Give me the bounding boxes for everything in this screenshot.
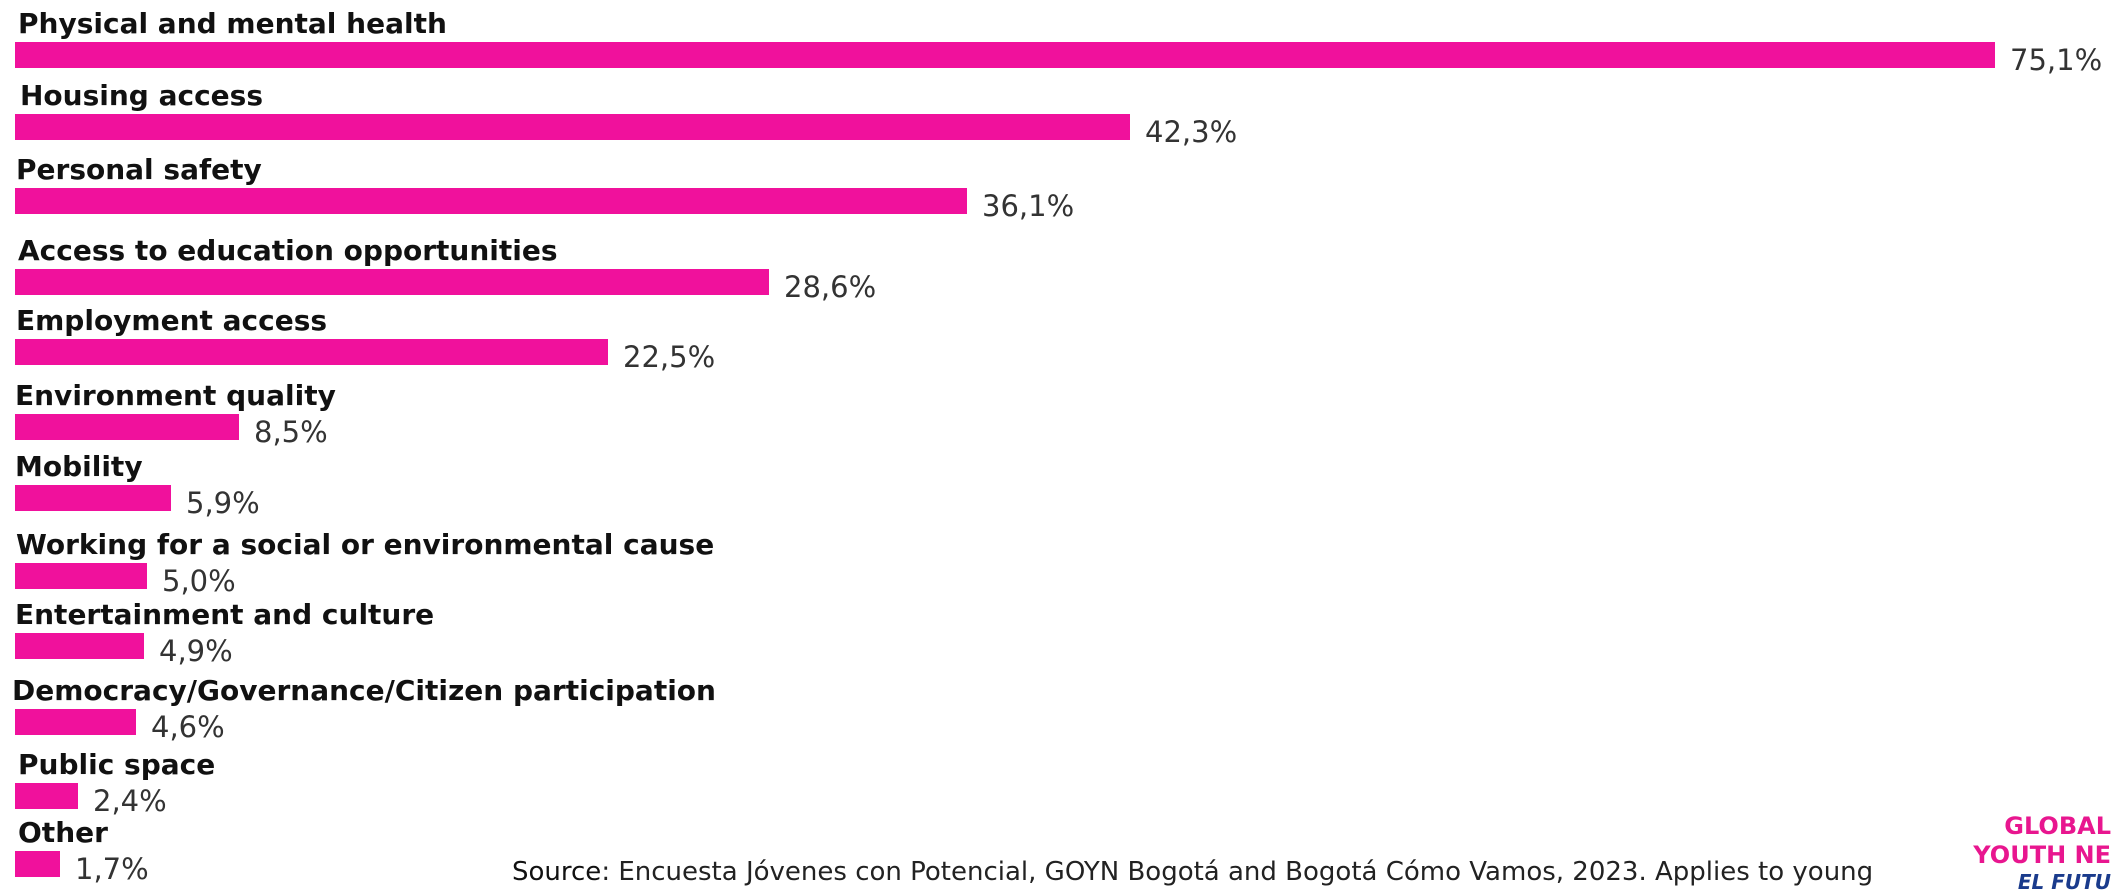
category-label: Physical and mental health	[18, 7, 447, 40]
category-label: Mobility	[15, 450, 143, 483]
value-label: 42,3%	[1145, 115, 1238, 149]
category-label: Democracy/Governance/Citizen participati…	[12, 674, 716, 707]
source-text: : Encuesta Jóvenes con Potencial, GOYN B…	[601, 857, 1874, 887]
category-label: Access to education opportunities	[18, 234, 558, 267]
bar	[15, 709, 136, 735]
source-prefix: Source	[512, 857, 602, 887]
bar	[15, 339, 608, 365]
bar	[15, 42, 1995, 68]
category-label: Entertainment and culture	[15, 598, 435, 631]
logo-line-global: GLOBAL	[2004, 812, 2111, 840]
bar	[15, 414, 239, 440]
bar	[15, 783, 78, 809]
value-label: 4,6%	[151, 710, 225, 744]
value-label: 2,4%	[93, 784, 167, 818]
value-label: 75,1%	[2010, 43, 2103, 77]
category-label: Working for a social or environmental ca…	[16, 528, 715, 561]
logo-line-futuro: EL FUTU	[2017, 870, 2111, 893]
value-label: 28,6%	[784, 270, 877, 304]
value-label: 5,9%	[186, 486, 260, 520]
bar	[15, 485, 171, 511]
bar	[15, 188, 967, 214]
value-label: 4,9%	[159, 634, 233, 668]
goyn-logo: GLOBAL YOUTH NE EL FUTU	[1961, 812, 2111, 893]
category-label: Employment access	[16, 304, 328, 337]
value-label: 36,1%	[982, 189, 1075, 223]
logo-line-youth: YOUTH NE	[1973, 841, 2111, 869]
bar	[15, 114, 1130, 140]
bar	[15, 269, 769, 295]
category-label: Personal safety	[16, 153, 262, 186]
category-label: Other	[18, 816, 108, 849]
category-label: Public space	[18, 748, 216, 781]
bar	[15, 633, 144, 659]
value-label: 1,7%	[75, 852, 149, 886]
value-label: 5,0%	[162, 564, 236, 598]
value-label: 8,5%	[254, 415, 328, 449]
category-label: Housing access	[20, 79, 264, 112]
source-note: Source: Encuesta Jóvenes con Potencial, …	[512, 855, 1932, 893]
bar	[15, 851, 60, 877]
value-label: 22,5%	[623, 340, 716, 374]
category-label: Environment quality	[15, 379, 336, 412]
bar	[15, 563, 147, 589]
